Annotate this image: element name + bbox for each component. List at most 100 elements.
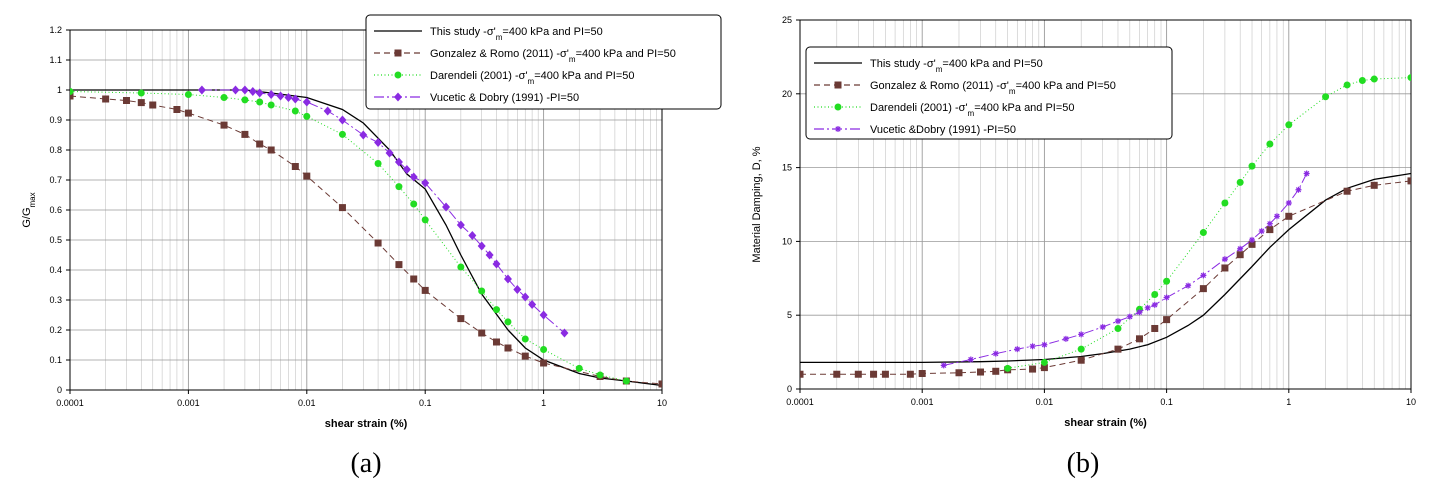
- data-point: [303, 172, 311, 180]
- y-tick-label: 0: [57, 385, 62, 395]
- data-point: [1285, 121, 1293, 129]
- data-point: [1163, 294, 1170, 301]
- y-tick-label: 0.6: [49, 205, 62, 215]
- data-point: [540, 346, 548, 353]
- data-point: [835, 126, 841, 132]
- y-tick-label: 0.5: [49, 235, 62, 245]
- data-point: [1248, 162, 1256, 170]
- data-point: [394, 71, 402, 79]
- data-point: [1135, 335, 1143, 343]
- x-tick-label: 10: [1406, 397, 1416, 407]
- data-point: [1151, 301, 1158, 308]
- y-tick-label: 1: [57, 85, 62, 95]
- data-point: [338, 204, 346, 212]
- series-line: [800, 172, 1411, 364]
- data-point: [1236, 178, 1244, 186]
- data-point: [977, 368, 985, 376]
- series-1: [800, 172, 1411, 364]
- data-point: [596, 371, 604, 379]
- data-point: [255, 88, 264, 98]
- plot-frame: [799, 19, 1412, 390]
- y-tick-label: 0.2: [49, 325, 62, 335]
- data-point: [834, 103, 842, 111]
- data-point: [220, 121, 228, 129]
- data-point: [395, 261, 403, 269]
- data-point: [1099, 324, 1106, 331]
- y-tick-label: 5: [787, 310, 792, 320]
- data-point: [410, 275, 418, 283]
- chart-b: 0.0001 0.001 0.01 0.1 1 10 0 5 10 15 20 25 shear str…: [751, 15, 1416, 479]
- data-point: [1370, 75, 1378, 83]
- data-point: [1163, 316, 1171, 324]
- data-point: [492, 306, 500, 314]
- data-point: [834, 81, 842, 89]
- data-point: [284, 93, 293, 102]
- x-tick-label: 0.001: [911, 397, 934, 407]
- data-point: [1249, 236, 1256, 243]
- data-point: [1295, 186, 1302, 193]
- data-point: [421, 178, 430, 188]
- x-tick-label: 1: [1286, 397, 1291, 407]
- data-point: [1014, 346, 1021, 353]
- data-point: [197, 85, 206, 95]
- data-point: [1358, 77, 1366, 85]
- data-point: [1077, 345, 1085, 353]
- data-point: [276, 91, 285, 101]
- data-point: [1040, 364, 1048, 372]
- series-4: [197, 85, 569, 338]
- data-point: [1040, 358, 1048, 366]
- data-point: [394, 49, 402, 57]
- y-tick-label: 0.8: [49, 145, 62, 155]
- data-point: [302, 97, 311, 107]
- data-point: [410, 200, 418, 208]
- data-point: [1343, 81, 1351, 89]
- data-point: [1199, 229, 1207, 237]
- legend-label: Gonzalez & Romo (2011) -σ'm=400 kPa and …: [870, 80, 1116, 96]
- panel-label: (a): [350, 448, 381, 479]
- data-point: [1407, 177, 1411, 185]
- data-point: [485, 250, 494, 260]
- data-point: [137, 99, 145, 107]
- data-point: [291, 107, 299, 115]
- data-point: [421, 286, 429, 294]
- data-point: [1029, 343, 1036, 350]
- legend-label: This study -σ'm=400 kPa and PI=50: [870, 58, 1043, 74]
- y-tick-label: 0.3: [49, 295, 62, 305]
- data-point: [940, 362, 947, 369]
- data-point: [1136, 309, 1143, 316]
- data-point: [1266, 226, 1274, 234]
- data-point: [575, 364, 583, 372]
- data-point: [992, 350, 999, 357]
- data-point: [184, 109, 192, 117]
- data-point: [1285, 212, 1293, 220]
- data-point: [457, 315, 465, 323]
- data-point: [1126, 313, 1133, 320]
- data-point: [503, 274, 512, 284]
- data-point: [967, 356, 974, 363]
- data-point: [256, 140, 264, 148]
- data-point: [1322, 93, 1330, 101]
- data-point: [338, 115, 347, 125]
- data-point: [291, 163, 299, 170]
- series-3: [70, 88, 630, 385]
- data-point: [492, 259, 501, 269]
- data-point: [1248, 240, 1256, 248]
- data-point: [240, 85, 249, 95]
- data-point: [854, 370, 862, 378]
- y-tick-label: 0.1: [49, 355, 62, 365]
- data-point: [359, 130, 368, 140]
- data-point: [102, 95, 110, 103]
- data-point: [409, 172, 418, 182]
- x-tick-label: 0.0001: [786, 397, 814, 407]
- data-point: [1343, 187, 1351, 195]
- data-point: [1077, 356, 1085, 364]
- x-axis-label: shear strain (%): [325, 418, 408, 430]
- data-point: [521, 335, 529, 343]
- data-point: [468, 231, 477, 240]
- data-point: [184, 91, 192, 98]
- data-point: [1237, 245, 1244, 252]
- data-point: [385, 148, 394, 158]
- data-point: [442, 202, 451, 212]
- data-point: [402, 165, 411, 174]
- data-point: [137, 89, 145, 97]
